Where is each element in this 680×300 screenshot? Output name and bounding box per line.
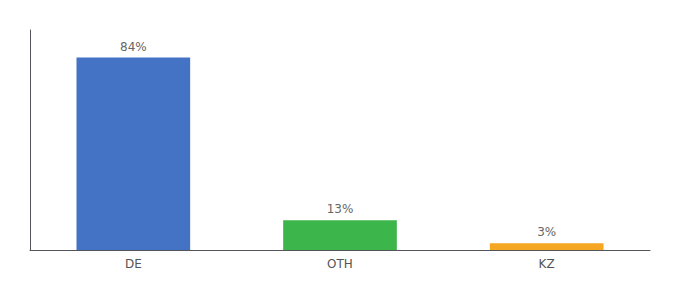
- svg-text:3%: 3%: [537, 225, 556, 239]
- svg-text:DE: DE: [125, 257, 142, 271]
- svg-text:13%: 13%: [327, 202, 354, 216]
- svg-text:KZ: KZ: [539, 257, 555, 271]
- svg-text:84%: 84%: [120, 40, 147, 54]
- svg-text:OTH: OTH: [327, 257, 353, 271]
